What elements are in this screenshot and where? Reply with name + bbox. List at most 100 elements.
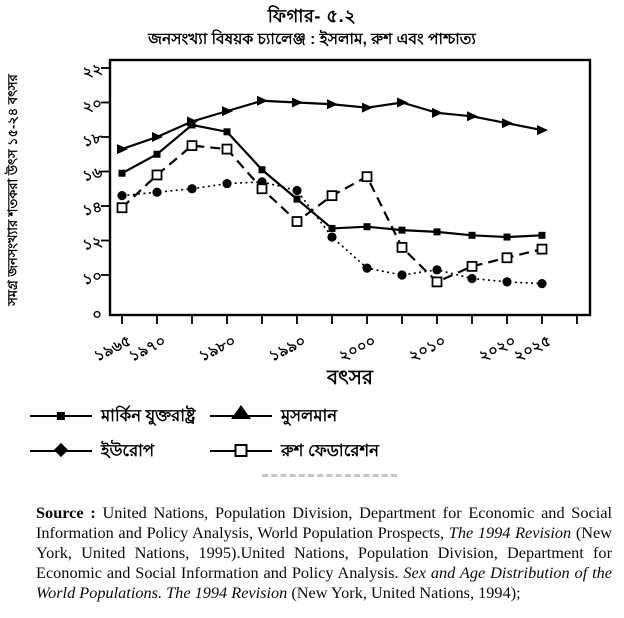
source-segment: The 1994 Revision: [166, 583, 288, 603]
filled-triangle-marker-icon: [362, 102, 373, 113]
filled-triangle-marker-icon: [292, 97, 303, 108]
legend-label: ইউরোপ: [101, 441, 155, 460]
filled-circle-marker-icon: [187, 184, 197, 194]
filled-square-marker-icon: [57, 412, 65, 420]
open-square-marker-icon: [116, 202, 128, 214]
source-text: Source : United Nations, Population Divi…: [36, 503, 612, 603]
y-tick-label: ১৬: [81, 164, 104, 185]
legend-item-united-states: মার্কিন যুক্তরাষ্ট্র: [30, 405, 210, 427]
filled-square-marker-icon: [328, 224, 336, 232]
open-square-marker-icon: [326, 190, 338, 202]
x-tick-label: ২০১০: [406, 332, 448, 365]
x-tick-label: ২০০০: [336, 332, 378, 365]
filled-triangle-marker-icon: [152, 132, 163, 142]
y-tick-label: ০: [90, 305, 104, 324]
filled-square-marker-icon: [468, 231, 476, 239]
series-line-russian-federation: [121, 144, 543, 284]
y-tick-label: ১২: [81, 233, 104, 254]
filled-square-marker-icon: [293, 195, 301, 203]
filled-circle-marker-icon: [222, 178, 232, 189]
solid-line-sample: [210, 444, 272, 457]
filled-triangle-marker-icon: [222, 106, 233, 117]
x-tick-label: ১৯৯০: [266, 332, 308, 365]
plot-frame: [108, 58, 592, 317]
x-tick-label: ১৯৮০: [196, 332, 238, 365]
x-axis-title: বৎসর: [326, 367, 374, 389]
y-tick-label: ১৮: [81, 129, 104, 150]
open-square-marker-icon: [291, 216, 303, 227]
source-segment: Sex and Age Distribution of the World Po…: [36, 563, 612, 603]
scan-artifact-smudge: [262, 474, 397, 480]
open-square-marker-icon: [234, 444, 248, 457]
y-tick-label: ১০: [81, 267, 104, 288]
filled-square-marker-icon: [258, 166, 266, 174]
filled-square-marker-icon: [398, 226, 406, 234]
legend-item-russian-federation: রুশ ফেডারেশন: [210, 440, 470, 462]
filled-circle-marker-icon: [117, 191, 127, 201]
open-square-marker-icon: [501, 252, 513, 264]
figure-title: ফিগার- ৫.২: [267, 6, 357, 26]
filled-circle-marker-icon: [537, 279, 547, 289]
source-segment: United Nations, Population Division, Dep…: [36, 503, 613, 543]
filled-triangle-marker-icon: [397, 97, 408, 108]
filled-circle-marker-icon: [152, 187, 162, 197]
filled-square-marker-icon: [503, 233, 511, 241]
open-square-marker-icon: [361, 171, 373, 183]
figure-subtitle: জনসংখ্যা বিষয়ক চ্যালেঞ্জ : ইসলাম, রুশ এ…: [148, 31, 476, 48]
open-square-marker-icon: [151, 169, 163, 181]
y-tick-label: ১৪: [81, 198, 104, 219]
legend-item-muslims: মুসলমান: [210, 405, 470, 427]
filled-circle-marker-icon: [292, 185, 302, 196]
y-axis-title: সমগ্র জনসংখ্যার শতকরা উৎস ১৫-২৪ বৎসর: [4, 73, 20, 306]
filled-triangle-marker-icon: [257, 95, 268, 106]
open-square-marker-icon: [396, 241, 408, 253]
chart-legend: মার্কিন যুক্তরাষ্ট্র মুসলমান ইউরোপ রুশ ফ…: [30, 405, 500, 462]
source-segment: The 1994 Revision: [448, 523, 572, 543]
filled-triangle-marker-icon: [187, 116, 198, 127]
filled-triangle-marker-icon: [117, 144, 128, 155]
source-segment: Source :: [36, 503, 103, 523]
filled-square-marker-icon: [153, 150, 161, 158]
filled-square-marker-icon: [223, 128, 231, 136]
open-square-marker-icon: [186, 140, 198, 152]
filled-circle-marker-icon: [362, 263, 372, 273]
solid-line-sample: [210, 405, 272, 419]
line-chart: ২২ ২০ ১৮ ১৬ ১৪ ১২ ১০ ০ ১৯৬৫ ১৯৭০ ১৯৮০ ১৯৯০ ২০০০ ২০১০ ২…: [0, 52, 624, 402]
filled-circle-marker-icon: [467, 273, 477, 284]
filled-circle-marker-icon: [432, 265, 442, 275]
filled-circle-marker-icon: [502, 277, 512, 287]
x-tick-label: ১৯৭০: [126, 332, 168, 365]
filled-triangle-marker-icon: [537, 125, 548, 136]
filled-triangle-marker-icon: [231, 405, 251, 419]
legend-label: মুসলমান: [281, 406, 338, 425]
open-square-marker-icon: [536, 243, 548, 255]
filled-square-marker-icon: [538, 231, 546, 239]
filled-diamond-marker-icon: [53, 442, 69, 458]
filled-square-marker-icon: [118, 169, 126, 177]
filled-triangle-marker-icon: [432, 107, 443, 118]
solid-line-sample: [30, 412, 92, 420]
y-tick-label: ২২: [81, 60, 104, 81]
open-square-marker-icon: [431, 276, 443, 288]
legend-item-europe: ইউরোপ: [30, 440, 210, 462]
series-line-muslims: [121, 99, 543, 151]
filled-triangle-marker-icon: [502, 118, 513, 129]
open-square-marker-icon: [466, 260, 478, 272]
filled-triangle-marker-icon: [327, 99, 338, 110]
series-line-united-states: [121, 123, 543, 239]
solid-line-sample: [30, 442, 92, 458]
filled-triangle-marker-icon: [467, 111, 478, 122]
filled-square-marker-icon: [433, 228, 441, 236]
legend-label: মার্কিন যুক্তরাষ্ট্র: [101, 406, 196, 425]
open-square-marker-icon: [256, 183, 268, 195]
filled-square-marker-icon: [188, 121, 196, 129]
legend-label: রুশ ফেডারেশন: [281, 441, 380, 460]
filled-circle-marker-icon: [327, 232, 337, 242]
filled-square-marker-icon: [363, 223, 371, 231]
source-segment: (New York, United Nations, 1995).United …: [36, 523, 613, 583]
source-segment: (New York, United Nations, 1994);: [287, 583, 521, 603]
y-tick-label: ২০: [81, 95, 104, 116]
open-square-marker-icon: [221, 143, 233, 155]
